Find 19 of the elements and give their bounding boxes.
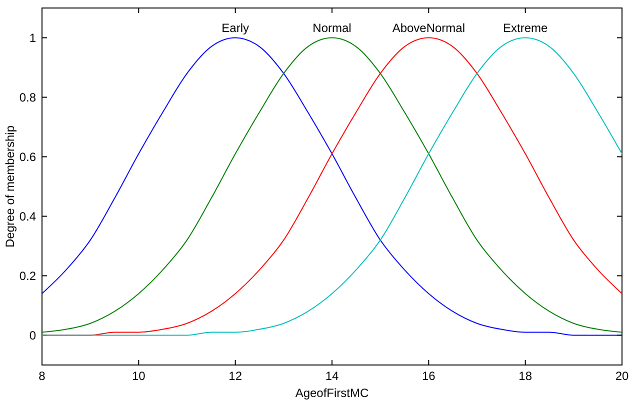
series-label: Early: [222, 20, 250, 35]
series-label: Extreme: [502, 20, 548, 35]
y-tick-label: 0.2: [19, 268, 36, 283]
x-tick-label: 14: [325, 369, 339, 383]
y-axis-title: Degree of membership: [3, 125, 17, 248]
y-tick-label: 0.4: [19, 209, 36, 224]
x-axis-title: AgeofFirstMC: [295, 386, 369, 400]
series-label: Normal: [312, 20, 352, 35]
y-tick-label: 0: [29, 328, 36, 342]
y-tick-label: 0.6: [19, 150, 36, 164]
x-tick-label: 20: [615, 369, 629, 383]
x-tick-label: 10: [132, 369, 146, 383]
series-label: AboveNormal: [392, 20, 466, 35]
x-tick-label: 12: [228, 369, 242, 383]
x-tick-label: 8: [38, 369, 46, 383]
y-tick-label: 0.8: [19, 90, 36, 104]
x-tick-label: 18: [518, 369, 532, 383]
y-tick-label: 1: [29, 30, 36, 45]
x-tick-label: 16: [422, 369, 436, 383]
